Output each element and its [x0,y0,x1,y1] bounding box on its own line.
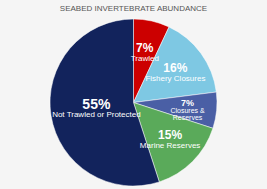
slice-label-line: Fishery Closures [145,73,205,82]
slices [50,19,217,186]
slice-label: Not Trawled or Protected [52,110,140,119]
slice-label-line: Trawled [131,53,159,62]
slice [134,27,217,103]
slice-label: Trawled [131,53,159,62]
slice-labels: 7%Trawled16%Fishery Closures7%Closures &… [52,41,205,150]
slice-label: Fishery Closures [145,73,205,82]
pie-chart: SEABED INVERTEBRATE ABUNDANCE 7%Trawled16… [0,0,267,189]
title: SEABED INVERTEBRATE ABUNDANCE [60,4,207,13]
slice-label: Marine Reserves [140,140,200,149]
slice-label-line: Closures & [170,106,205,113]
chart-container: SEABED INVERTEBRATE ABUNDANCE 7%Trawled16… [0,0,267,189]
slice-label-line: Reserves [173,114,203,121]
slice-label-line: Not Trawled or Protected [52,110,140,119]
slice [50,19,159,186]
slice-label: Closures &Reserves [170,106,205,121]
slice-label-line: Marine Reserves [140,140,200,149]
